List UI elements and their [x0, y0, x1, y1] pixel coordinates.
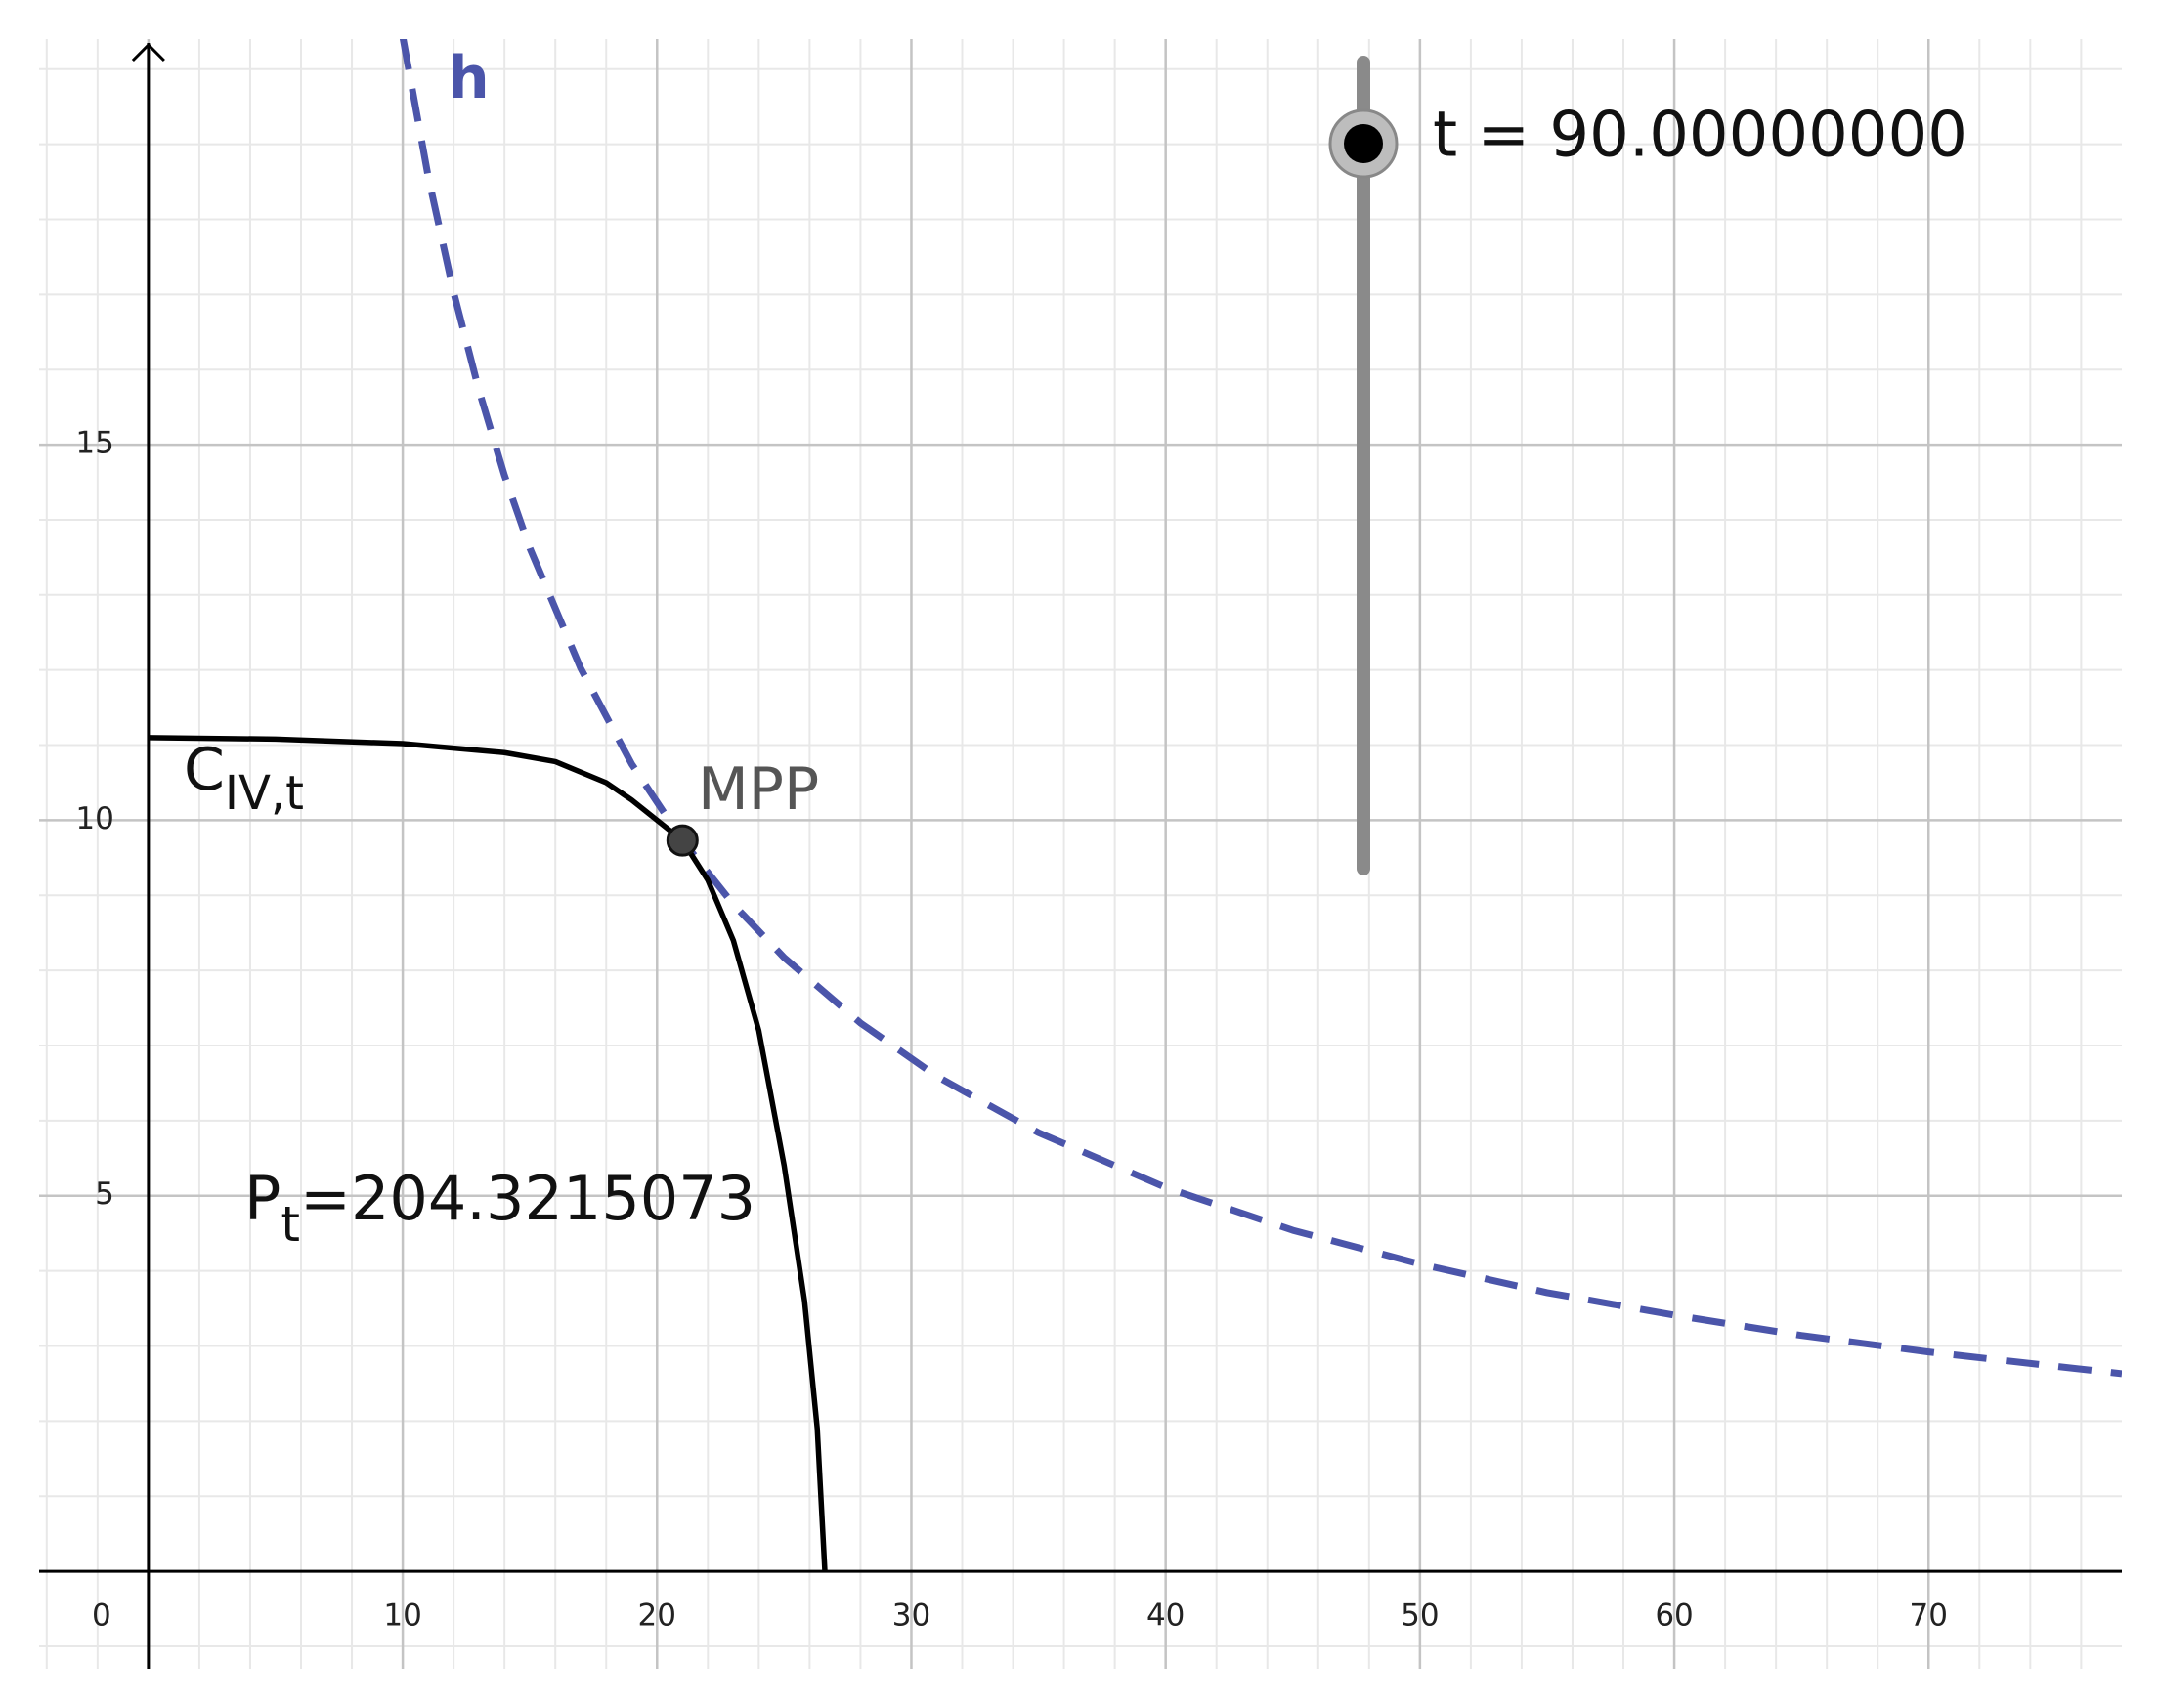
power-label-rest: =204.3215073 — [300, 1163, 755, 1234]
x-tick-label: 40 — [1146, 1599, 1185, 1634]
x-tick-label: 30 — [892, 1599, 930, 1634]
h-label: h — [448, 44, 490, 112]
dashed-curve — [399, 39, 2122, 1378]
power-label: Pt=204.3215073 — [244, 1163, 755, 1253]
slider-knob[interactable] — [1344, 124, 1383, 163]
y-axis-arrow — [131, 42, 165, 63]
x-tick-label: 70 — [1910, 1599, 1948, 1634]
grid — [39, 39, 2122, 1669]
curve-label-base: C — [184, 736, 225, 804]
y-tick-label: 10 — [75, 801, 113, 836]
curves — [148, 39, 2122, 1572]
slider-label: t = 90.00000000 — [1433, 100, 1967, 172]
curve-label: CIV,t — [184, 736, 304, 821]
point-label: MPP — [698, 755, 819, 824]
x-tick-label: 20 — [638, 1599, 676, 1634]
axes: 0 10 20 30 40 50 60 70 5 10 15 — [39, 42, 2122, 1669]
x-tick-label: 50 — [1401, 1599, 1439, 1634]
y-tick-label: 5 — [95, 1176, 114, 1212]
labels: h CIV,t MPP Pt=204.3215073 — [184, 44, 819, 1253]
point — [666, 824, 699, 857]
power-label-sub: t — [281, 1196, 300, 1253]
x-tick-label: 60 — [1655, 1599, 1693, 1634]
x-tick-label: 10 — [383, 1599, 421, 1634]
y-tick-label: 15 — [75, 426, 113, 461]
slider[interactable]: t = 90.00000000 — [1328, 56, 1967, 875]
x-tick-label: 0 — [92, 1599, 111, 1634]
power-label-base: P — [244, 1163, 281, 1234]
curve-label-sub: IV,t — [225, 766, 304, 821]
iv-curve — [148, 735, 828, 1572]
